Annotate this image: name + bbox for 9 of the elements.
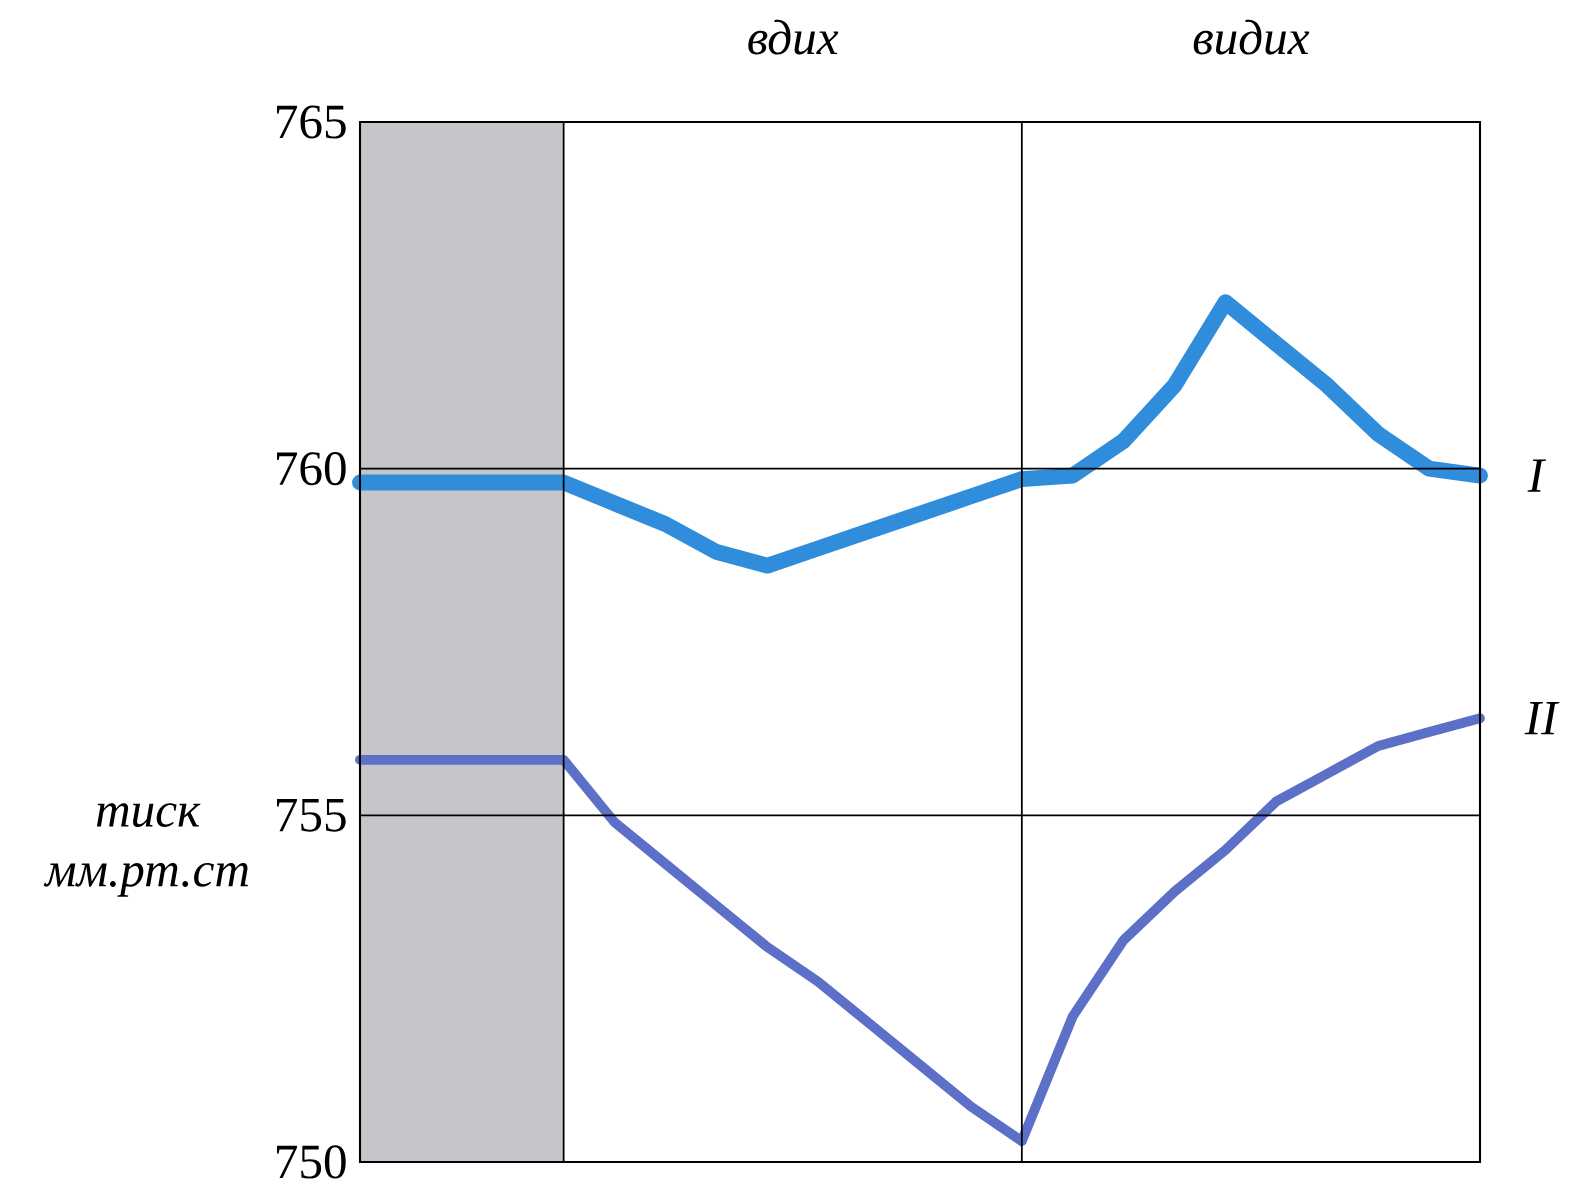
text: вдих [748, 19, 839, 55]
y-tick-label: 765 [277, 105, 346, 139]
series-label: I [1527, 459, 1547, 492]
text: видих [1193, 19, 1310, 55]
y-axis-title: тиск мм.рт.ст [43, 803, 248, 897]
y-tick-label: 760 [277, 452, 346, 486]
y-tick-label: 755 [277, 798, 346, 832]
y-tick-label: 750 [277, 1145, 346, 1179]
series-label: II [1524, 702, 1560, 735]
